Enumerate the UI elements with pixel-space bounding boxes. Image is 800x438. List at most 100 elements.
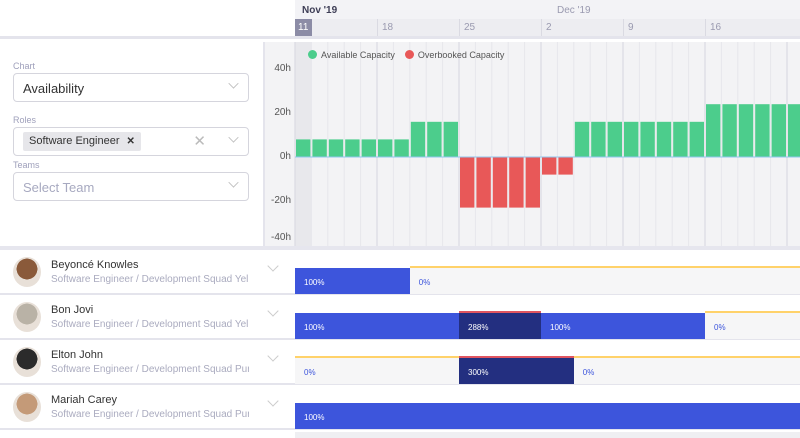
week-label: 25 bbox=[459, 19, 475, 36]
expand-chevron-icon[interactable] bbox=[267, 260, 279, 272]
available-bar[interactable] bbox=[722, 104, 737, 157]
clear-icon[interactable]: ✕ bbox=[193, 133, 206, 150]
person-role-team: Software Engineer / Development Squad Pu… bbox=[51, 409, 249, 420]
month-label: Nov '19 bbox=[302, 5, 338, 16]
timeline-header: Nov '19 Dec '19 11 18 25 2 9 16 bbox=[0, 0, 800, 39]
y-tick: 20h bbox=[274, 107, 291, 118]
week-label: 18 bbox=[377, 19, 393, 36]
overbooked-bar[interactable] bbox=[460, 157, 475, 208]
expand-chevron-icon[interactable] bbox=[267, 350, 279, 362]
chart-legend: Available Capacity Overbooked Capacity bbox=[308, 50, 504, 60]
remove-chip-icon[interactable]: ✕ bbox=[126, 136, 135, 147]
available-bar[interactable] bbox=[443, 121, 458, 157]
person-role-team: Software Engineer / Development Squad Ye… bbox=[51, 319, 249, 330]
available-bar[interactable] bbox=[427, 121, 442, 157]
chart-select-value: Availability bbox=[23, 81, 85, 96]
available-bar[interactable] bbox=[738, 104, 754, 157]
avatar bbox=[13, 257, 41, 287]
available-bar[interactable] bbox=[361, 139, 376, 157]
green-dot-icon bbox=[308, 50, 317, 59]
available-bar[interactable] bbox=[656, 121, 672, 157]
allocation-zero[interactable]: 0% bbox=[295, 356, 459, 384]
available-bar[interactable] bbox=[574, 121, 590, 157]
available-bar[interactable] bbox=[771, 104, 786, 157]
teams-placeholder: Select Team bbox=[23, 180, 95, 195]
available-bar[interactable] bbox=[607, 121, 622, 157]
person-name: Bon Jovi bbox=[51, 304, 94, 316]
avatar bbox=[13, 392, 41, 422]
timeline-footer bbox=[295, 432, 800, 438]
person-role-team: Software Engineer / Development Squad Ye… bbox=[51, 274, 249, 285]
person-role-team: Software Engineer / Development Squad Pu… bbox=[51, 364, 249, 375]
available-bar[interactable] bbox=[755, 104, 770, 157]
available-bar[interactable] bbox=[378, 139, 393, 157]
roles-select[interactable]: Software Engineer ✕ ✕ bbox=[13, 127, 249, 156]
allocation-full[interactable]: 100% bbox=[541, 313, 705, 339]
availability-chart: 40h 20h 0h -20h -40h Available Capacity … bbox=[263, 42, 800, 246]
allocation-zero[interactable]: 0% bbox=[573, 356, 800, 384]
overbooked-bar[interactable] bbox=[558, 157, 573, 175]
filter-panel: Chart Availability Roles Software Engine… bbox=[0, 42, 263, 246]
y-tick: 0h bbox=[279, 151, 291, 162]
overbooked-bar[interactable] bbox=[525, 157, 540, 208]
roles-label: Roles bbox=[13, 115, 37, 125]
week-label: 2 bbox=[541, 19, 552, 36]
week-label: 9 bbox=[623, 19, 634, 36]
month-label: Dec '19 bbox=[557, 5, 591, 16]
person-row[interactable]: Mariah Carey Software Engineer / Develop… bbox=[0, 385, 800, 430]
available-bar[interactable] bbox=[624, 121, 639, 157]
person-name: Elton John bbox=[51, 349, 103, 361]
chevron-down-icon bbox=[228, 132, 239, 143]
available-bar[interactable] bbox=[328, 139, 344, 157]
divider bbox=[0, 246, 800, 250]
legend-available[interactable]: Available Capacity bbox=[308, 50, 395, 60]
available-bar[interactable] bbox=[673, 121, 688, 157]
available-bar[interactable] bbox=[410, 121, 426, 157]
available-bar[interactable] bbox=[640, 121, 655, 157]
expand-chevron-icon[interactable] bbox=[267, 395, 279, 407]
role-chip-label: Software Engineer bbox=[29, 135, 120, 147]
available-bar[interactable] bbox=[312, 139, 327, 157]
teams-select[interactable]: Select Team bbox=[13, 172, 249, 201]
allocation-full[interactable]: 100% bbox=[295, 313, 459, 339]
available-bar[interactable] bbox=[296, 139, 311, 157]
legend-label: Available Capacity bbox=[321, 50, 395, 60]
chart-select[interactable]: Availability bbox=[13, 73, 249, 102]
week-label-today: 11 bbox=[295, 19, 312, 36]
overbooked-bar[interactable] bbox=[492, 157, 508, 208]
legend-overbooked[interactable]: Overbooked Capacity bbox=[404, 50, 504, 60]
allocation-full[interactable]: 100% bbox=[295, 268, 410, 294]
avatar bbox=[13, 347, 41, 377]
y-tick: -20h bbox=[270, 195, 291, 206]
month-row: Nov '19 Dec '19 bbox=[295, 0, 800, 19]
allocation-over[interactable]: 300% bbox=[459, 356, 574, 384]
available-bar[interactable] bbox=[788, 104, 800, 157]
week-label: 16 bbox=[705, 19, 721, 36]
person-name: Beyoncé Knowles bbox=[51, 259, 139, 271]
overbooked-bar[interactable] bbox=[476, 157, 491, 208]
week-row: 11 18 25 2 9 16 bbox=[295, 19, 800, 36]
available-bar[interactable] bbox=[345, 139, 360, 157]
teams-label: Teams bbox=[13, 160, 40, 170]
available-bar[interactable] bbox=[591, 121, 606, 157]
available-bar[interactable] bbox=[394, 139, 409, 157]
overbooked-bar[interactable] bbox=[509, 157, 524, 208]
avatar bbox=[13, 302, 41, 332]
allocation-zero[interactable]: 0% bbox=[409, 266, 800, 294]
allocation-full[interactable]: 100% bbox=[295, 403, 800, 429]
available-bar[interactable] bbox=[689, 121, 704, 157]
chart-canvas bbox=[294, 42, 800, 246]
overbooked-bar[interactable] bbox=[542, 157, 557, 175]
allocation-over[interactable]: 288% bbox=[459, 311, 541, 339]
chevron-down-icon bbox=[228, 177, 239, 188]
chart-label: Chart bbox=[13, 61, 36, 71]
allocation-zero[interactable]: 0% bbox=[705, 311, 800, 339]
person-row[interactable]: Bon Jovi Software Engineer / Development… bbox=[0, 295, 800, 340]
y-tick: -40h bbox=[270, 232, 291, 243]
expand-chevron-icon[interactable] bbox=[267, 305, 279, 317]
chevron-down-icon bbox=[228, 78, 239, 89]
available-bar[interactable] bbox=[706, 104, 721, 157]
person-row[interactable]: Elton John Software Engineer / Developme… bbox=[0, 340, 800, 385]
person-row[interactable]: Beyoncé Knowles Software Engineer / Deve… bbox=[0, 250, 800, 295]
person-name: Mariah Carey bbox=[51, 394, 118, 406]
